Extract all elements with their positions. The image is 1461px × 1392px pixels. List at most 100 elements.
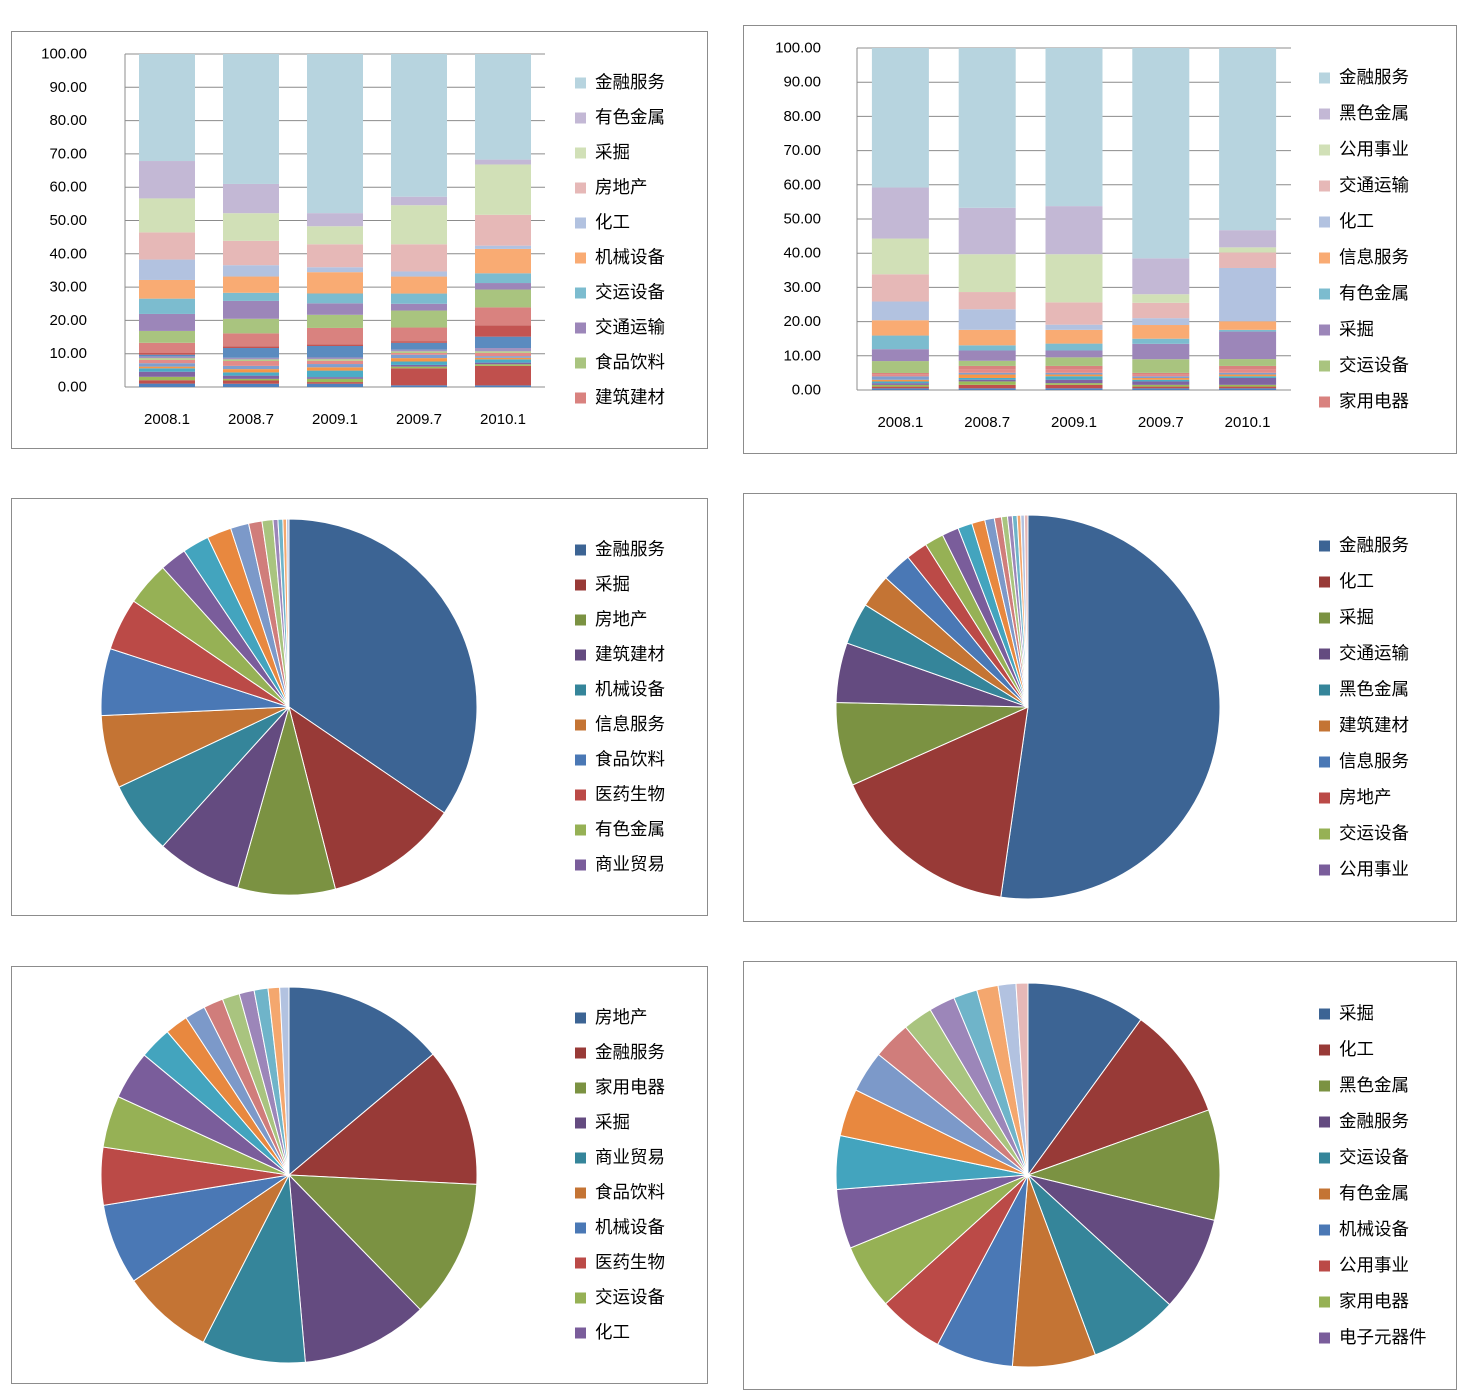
legend-label: 有色金属 bbox=[1339, 1184, 1409, 1204]
legend-label: 金融服务 bbox=[1339, 536, 1409, 556]
legend-swatch bbox=[1319, 324, 1330, 336]
legend-swatch bbox=[575, 1222, 586, 1234]
legend-label: 机械设备 bbox=[595, 248, 665, 268]
bar-segment bbox=[223, 240, 279, 266]
bar-segment bbox=[475, 214, 531, 246]
legend-swatch bbox=[1319, 1260, 1330, 1272]
y-tick-label: 70.00 bbox=[49, 145, 87, 162]
bar-segment bbox=[1132, 325, 1190, 339]
legend-swatch bbox=[1319, 1332, 1330, 1344]
legend-label: 有色金属 bbox=[1339, 284, 1409, 304]
legend-label: 机械设备 bbox=[595, 1218, 665, 1238]
bar-segment bbox=[223, 348, 279, 358]
legend-swatch bbox=[1319, 1296, 1330, 1308]
legend-label: 金融服务 bbox=[1339, 1112, 1409, 1132]
legend-label: 金融服务 bbox=[1339, 68, 1409, 88]
bar-segment bbox=[223, 265, 279, 277]
bar-segment bbox=[475, 159, 531, 165]
bar-segment bbox=[475, 325, 531, 337]
bar-segment bbox=[1219, 252, 1277, 268]
bar-segment bbox=[391, 385, 447, 387]
bar-segment bbox=[1132, 302, 1190, 319]
legend-swatch bbox=[1319, 1008, 1330, 1020]
legend-label: 机械设备 bbox=[595, 680, 665, 700]
bar-segment bbox=[1045, 48, 1103, 207]
bar-segment bbox=[1132, 294, 1190, 303]
legend-label: 交通运输 bbox=[1339, 176, 1409, 196]
y-tick-label: 100.00 bbox=[41, 46, 87, 63]
legend-label: 房地产 bbox=[595, 1008, 648, 1028]
y-tick-label: 80.00 bbox=[783, 108, 821, 125]
bar-segment bbox=[1132, 318, 1190, 326]
bar-segment bbox=[958, 309, 1016, 330]
bar-segment bbox=[307, 357, 363, 360]
legend-label: 医药生物 bbox=[595, 785, 665, 805]
bar-segment bbox=[958, 381, 1016, 385]
bar-segment bbox=[139, 330, 195, 343]
bar-segment bbox=[958, 384, 1016, 389]
x-tick-label: 2010.1 bbox=[1225, 414, 1271, 431]
bar-segment bbox=[223, 375, 279, 379]
bar-segment bbox=[307, 293, 363, 304]
stacked-bar-chart-2: 100.00 90.00 80.00 70.00 60.00 50.00 40.00 30.0… bbox=[775, 40, 1409, 432]
chart-panel-3: 金融服务 采掘 房地产 建筑建材 机械设备 信息服务 食品饮料 医药生物 有色金属 商业贸易 bbox=[11, 498, 708, 916]
bar-segment bbox=[391, 327, 447, 342]
bar-segment bbox=[958, 374, 1016, 378]
bar-segment bbox=[1219, 267, 1277, 322]
bar-segment bbox=[223, 318, 279, 334]
bar-segment bbox=[475, 351, 531, 353]
legend-label: 机械设备 bbox=[1339, 1220, 1409, 1240]
pie-slice bbox=[1026, 1018, 1210, 1177]
legend-label: 交通运输 bbox=[595, 318, 665, 338]
y-tick-label: 40.00 bbox=[49, 245, 87, 262]
bar-segment bbox=[307, 272, 363, 294]
pie-slice bbox=[851, 706, 1029, 898]
legend-swatch bbox=[1319, 288, 1330, 300]
bar-segment bbox=[391, 351, 447, 354]
bar-segment bbox=[391, 54, 447, 197]
bar-segment bbox=[475, 352, 531, 357]
pie-slice bbox=[1027, 982, 1142, 1177]
bar-segment bbox=[1045, 329, 1103, 344]
bar-segment bbox=[1045, 324, 1103, 330]
bar-segment bbox=[391, 366, 447, 369]
legend-swatch bbox=[1319, 648, 1330, 660]
y-tick-label: 60.00 bbox=[783, 176, 821, 193]
bar-segment bbox=[1219, 365, 1277, 370]
legend-swatch bbox=[575, 684, 586, 696]
legend-swatch bbox=[575, 287, 586, 299]
bar-segment bbox=[223, 380, 279, 384]
legend-label: 商业贸易 bbox=[595, 1148, 665, 1168]
x-tick-label: 2010.1 bbox=[480, 411, 526, 428]
legend-label: 交运设备 bbox=[1339, 1148, 1409, 1168]
bar-segment bbox=[1045, 379, 1103, 384]
legend-swatch bbox=[1319, 612, 1330, 624]
y-tick-label: 20.00 bbox=[49, 312, 87, 329]
bar-segment bbox=[871, 238, 929, 275]
bar-segment bbox=[1132, 378, 1190, 380]
bar-segment bbox=[475, 245, 531, 249]
bar-segment bbox=[223, 213, 279, 241]
bar-segment bbox=[391, 303, 447, 311]
bar-segment bbox=[391, 244, 447, 272]
bar-segment bbox=[1045, 383, 1103, 385]
bar-segment bbox=[1045, 384, 1103, 389]
legend-label: 交运设备 bbox=[595, 1288, 665, 1308]
bar-segment bbox=[475, 289, 531, 308]
bar-segment bbox=[475, 164, 531, 215]
legend-label: 黑色金属 bbox=[1339, 1076, 1409, 1096]
bar-segment bbox=[1219, 331, 1277, 360]
bar-segment bbox=[1045, 388, 1103, 390]
legend-swatch bbox=[1319, 1044, 1330, 1056]
bar-segment bbox=[871, 379, 929, 382]
y-tick-label: 90.00 bbox=[783, 74, 821, 91]
legend-swatch bbox=[1319, 792, 1330, 804]
pie-slice bbox=[202, 1173, 306, 1364]
legend-label: 化工 bbox=[1339, 572, 1374, 592]
bar-segment bbox=[958, 360, 1016, 366]
legend-swatch bbox=[575, 1012, 586, 1024]
bar-segment bbox=[223, 361, 279, 366]
legend-label: 食品饮料 bbox=[595, 1183, 665, 1203]
legend-swatch bbox=[575, 544, 586, 556]
bar-segment bbox=[1219, 359, 1277, 366]
